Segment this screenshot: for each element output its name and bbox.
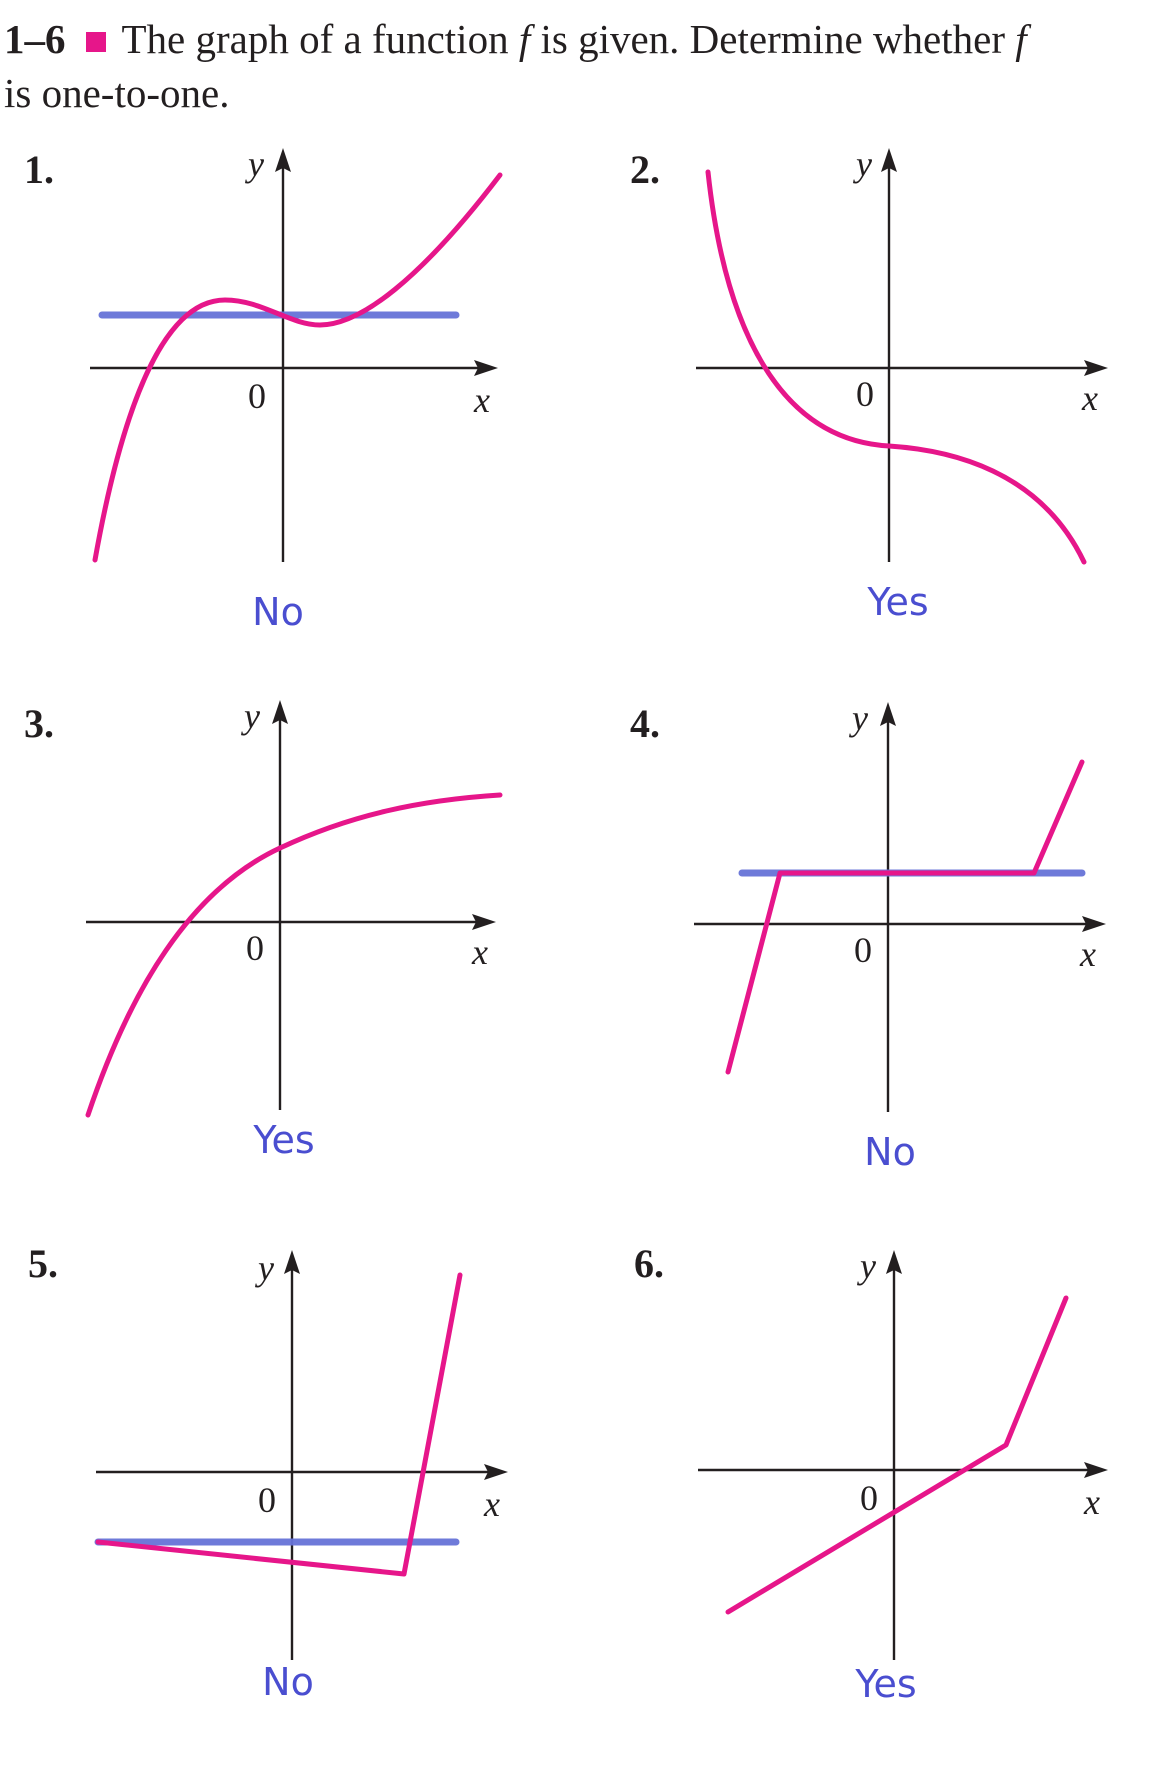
problem-header: 1–6 The graph of a function f is given. D… (4, 12, 1154, 120)
origin-label: 0 (248, 376, 266, 416)
graph-4: 0 x y (694, 698, 1106, 1112)
header-text-b: is given. Determine whether (540, 16, 1005, 62)
y-axis-label: y (853, 144, 872, 184)
x-axis-arrow-icon (474, 360, 498, 376)
function-curve (95, 1272, 463, 1577)
origin-label: 0 (258, 1480, 276, 1520)
y-axis-label: y (255, 1248, 274, 1288)
graph-6: 0 x y (698, 1246, 1108, 1660)
answer-3: Yes (253, 1118, 315, 1162)
origin-label: 0 (246, 928, 264, 968)
problem-number-5: 5. (28, 1241, 58, 1286)
answer-5: No (262, 1660, 314, 1704)
y-axis-arrow-icon (284, 1250, 300, 1274)
function-curve (705, 169, 1087, 565)
x-axis-label: x (471, 932, 488, 972)
problem-number-3: 3. (24, 701, 54, 746)
graph-1: 0 x y (90, 144, 503, 563)
answer-4: No (864, 1130, 916, 1174)
problem-number-4: 4. (630, 701, 660, 746)
header-text-a: The graph of a function (121, 16, 509, 62)
answer-1: No (252, 590, 304, 634)
function-name: f (518, 16, 531, 62)
problem-number-6: 6. (634, 1241, 664, 1286)
y-axis-label: y (849, 698, 868, 738)
header-text-c: is one-to-one. (4, 70, 230, 116)
x-axis-arrow-icon (484, 1464, 508, 1480)
y-axis-arrow-icon (275, 148, 291, 172)
graph-3: 0 x y (85, 696, 503, 1118)
y-axis-label: y (857, 1246, 876, 1286)
x-axis-arrow-icon (1082, 916, 1106, 932)
function-curve (725, 759, 1085, 1075)
y-axis-arrow-icon (881, 148, 897, 172)
x-axis-label: x (1081, 378, 1098, 418)
x-axis-arrow-icon (1084, 1462, 1108, 1478)
y-axis-label: y (245, 144, 264, 184)
origin-label: 0 (860, 1478, 878, 1518)
x-axis-arrow-icon (472, 914, 496, 930)
y-axis-arrow-icon (880, 702, 896, 726)
problem-number-2: 2. (630, 147, 660, 192)
x-axis-label: x (473, 380, 490, 420)
graph-5: 0 x y (94, 1248, 508, 1660)
graph-2: 0 x y (696, 144, 1108, 565)
problem-number-1: 1. (24, 147, 54, 192)
y-axis-label: y (241, 696, 260, 736)
pink-square-icon (85, 31, 106, 52)
function-curve (85, 792, 503, 1118)
function-name-2: f (1015, 16, 1027, 62)
origin-label: 0 (856, 374, 874, 414)
y-axis-arrow-icon (886, 1250, 902, 1274)
problem-range: 1–6 (4, 16, 66, 62)
x-axis-label: x (483, 1484, 500, 1524)
function-curve (92, 172, 503, 563)
answer-2: Yes (867, 580, 929, 624)
y-axis-arrow-icon (272, 700, 288, 724)
x-axis-arrow-icon (1084, 360, 1108, 376)
function-curve (725, 1295, 1069, 1615)
x-axis-label: x (1083, 1482, 1100, 1522)
origin-label: 0 (854, 930, 872, 970)
answer-6: Yes (855, 1662, 917, 1706)
x-axis-label: x (1079, 934, 1096, 974)
